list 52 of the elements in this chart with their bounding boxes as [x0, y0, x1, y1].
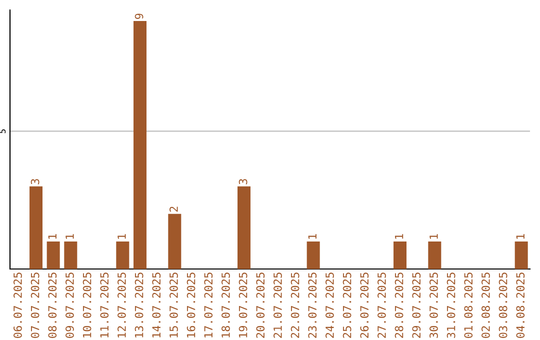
x-tick-label: 26.07.2025: [360, 272, 369, 338]
data-label: 1: [308, 234, 316, 239]
x-tick-label: 22.07.2025: [290, 272, 300, 338]
data-label: 3: [238, 179, 248, 184]
x-tick-label: 18.07.2025: [222, 272, 230, 338]
data-label: 1: [118, 234, 126, 239]
data-label: 1: [66, 234, 74, 239]
x-tick-label: 12.07.2025: [118, 272, 126, 338]
x-tick-label: 11.07.2025: [100, 272, 109, 338]
data-label: 2: [170, 206, 178, 212]
bar: [46, 241, 60, 269]
x-tick-label: 31.07.2025: [446, 272, 456, 338]
bar: [394, 241, 406, 269]
data-label: 3: [30, 179, 40, 184]
x-tick-label: 02.08.2025: [482, 272, 490, 338]
x-tick-label: 16.07.2025: [186, 272, 196, 338]
x-tick-label: 28.07.2025: [394, 272, 404, 338]
bar: [30, 186, 42, 269]
x-tick-label: 17.07.2025: [204, 272, 213, 338]
x-tick-label: 13.07.2025: [134, 272, 144, 338]
x-tick-label: 24.07.2025: [326, 272, 334, 338]
x-tick-label: 25.07.2025: [342, 272, 352, 338]
x-tick-label: 27.07.2025: [378, 272, 386, 338]
x-tick-label: 19.07.2025: [238, 272, 248, 338]
bar: [428, 241, 442, 269]
bar: [168, 214, 182, 269]
x-tick-label: 09.07.2025: [66, 272, 74, 338]
x-tick-label: 23.07.2025: [308, 272, 317, 338]
x-tick-label: 03.08.2025: [498, 272, 508, 338]
data-label: 9: [134, 14, 144, 19]
x-tick-label: 30.07.2025: [430, 272, 438, 338]
x-tick-label: 20.07.2025: [256, 272, 265, 338]
bar: [134, 21, 146, 269]
x-tick-label: 04.08.2025: [516, 272, 525, 338]
x-tick-label: 08.07.2025: [48, 272, 57, 338]
x-tick-label: 15.07.2025: [170, 272, 178, 338]
bar: [306, 241, 320, 269]
x-tick-label: 10.07.2025: [82, 272, 92, 338]
bar: [64, 241, 78, 269]
x-tick-label: 06.07.2025: [14, 272, 22, 338]
bar: [116, 241, 130, 269]
x-tick-label: 01.08.2025: [464, 272, 473, 338]
data-label: 1: [48, 234, 56, 239]
x-tick-label: 14.07.2025: [152, 272, 161, 338]
x-tick-label: 21.07.2025: [274, 272, 282, 338]
data-label: 1: [516, 234, 524, 239]
x-tick-label: 07.07.2025: [30, 272, 40, 338]
bar: [514, 241, 528, 269]
data-label: 1: [394, 234, 404, 239]
x-tick-label: 29.07.2025: [412, 272, 421, 338]
data-label: 1: [430, 234, 438, 239]
bar: [238, 186, 250, 269]
